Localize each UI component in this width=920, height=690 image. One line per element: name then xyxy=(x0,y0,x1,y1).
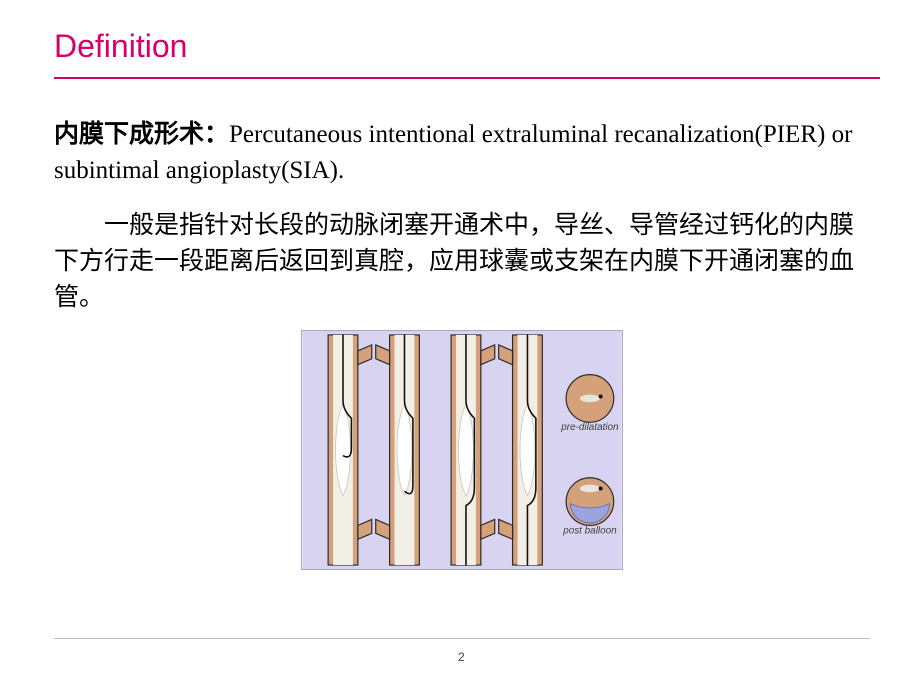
body-area: 内膜下成形术：Percutaneous intentional extralum… xyxy=(0,79,920,570)
slide-title: Definition xyxy=(54,28,880,65)
diagram-wrap: pre-dilatation post balloon xyxy=(54,330,870,570)
svg-text:pre-dilatation: pre-dilatation xyxy=(560,422,619,433)
paragraph-2: 一般是指针对长段的动脉闭塞开通术中，导丝、导管经过钙化的内膜下方行走一段距离后返… xyxy=(54,208,870,317)
svg-text:post balloon: post balloon xyxy=(562,526,617,537)
title-area: Definition xyxy=(0,0,920,79)
subintimal-diagram: pre-dilatation post balloon xyxy=(301,330,623,570)
footer-rule xyxy=(54,638,870,639)
page-number: 2 xyxy=(458,650,465,664)
paragraph-1: 内膜下成形术：Percutaneous intentional extralum… xyxy=(54,117,870,190)
slide: Definition 内膜下成形术：Percutaneous intention… xyxy=(0,0,920,690)
para1-bold: 内膜下成形术： xyxy=(54,121,229,148)
